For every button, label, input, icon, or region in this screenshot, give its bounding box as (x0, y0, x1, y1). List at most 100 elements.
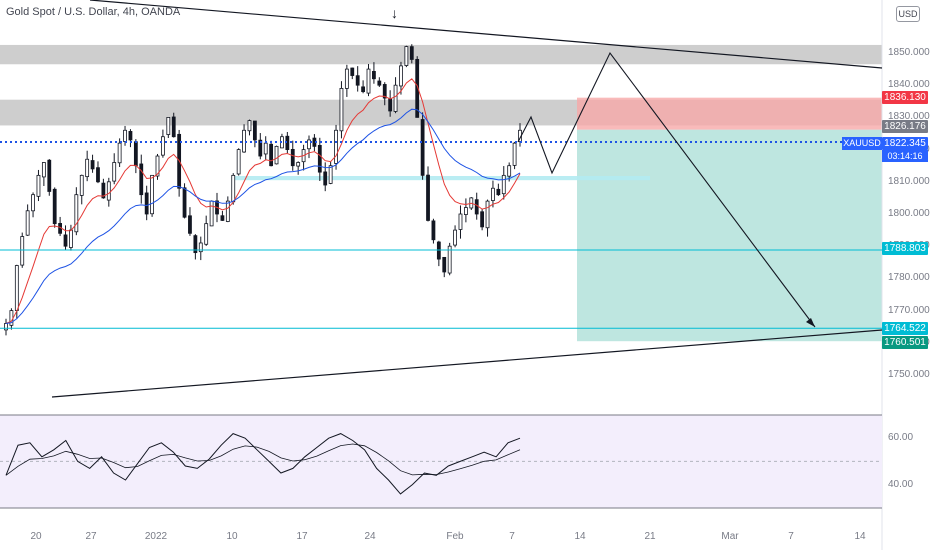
candle (41, 162, 46, 178)
candle (496, 188, 501, 196)
candle (409, 46, 414, 60)
candle (188, 215, 192, 234)
candle (447, 245, 452, 274)
candle (377, 80, 382, 86)
x-tick-label: 24 (364, 531, 376, 542)
x-tick-label: 14 (854, 531, 866, 542)
candle (4, 323, 8, 331)
candle (123, 129, 127, 142)
candle (399, 65, 403, 87)
candle (133, 141, 138, 167)
candle (171, 116, 176, 138)
candle (355, 75, 360, 86)
candle (269, 143, 274, 167)
candle (372, 71, 376, 80)
candle (501, 174, 506, 195)
candle (139, 163, 144, 196)
candle (507, 165, 512, 177)
candle (193, 235, 198, 254)
candle (79, 174, 84, 196)
x-tick-label: 2022 (144, 531, 168, 542)
y-tick-label: 1810.000 (888, 175, 930, 187)
candle (31, 194, 35, 212)
ema-slow-line (5, 108, 521, 324)
candle (323, 171, 328, 186)
candle (36, 174, 41, 197)
symbol-label: XAUUSD (842, 137, 882, 150)
x-tick-label: 7 (509, 531, 515, 542)
projection-path (517, 51, 816, 328)
candle (96, 167, 100, 183)
candle (204, 223, 209, 245)
candle (90, 160, 95, 170)
x-tick-label: 20 (30, 531, 42, 542)
candle (144, 192, 149, 215)
x-tick-label: Feb (446, 531, 464, 542)
candle (361, 86, 365, 93)
rsi-tick-label: 60.00 (888, 432, 914, 444)
candle (258, 139, 263, 157)
rsi-tick-label: 40.00 (888, 478, 914, 490)
support-zone (232, 176, 650, 181)
candle (69, 229, 73, 248)
candle (106, 181, 111, 201)
candle (431, 220, 436, 241)
candle (290, 149, 295, 167)
resistance-zone-0 (0, 44, 882, 65)
candle (388, 98, 393, 112)
support-price-label: 1788.803 (882, 242, 928, 255)
x-tick-label: 17 (296, 531, 308, 542)
y-tick-label: 1840.000 (888, 79, 930, 91)
candle (366, 68, 371, 94)
candle (220, 215, 225, 221)
candle (453, 229, 457, 246)
stop-price-label: 1836.130 (882, 91, 928, 104)
x-tick-label: 10 (226, 531, 238, 542)
candle-countdown: 03:14:16 (882, 150, 928, 162)
y-tick-label: 1750.000 (888, 369, 930, 380)
x-tick-label: Mar (721, 531, 739, 542)
candle (128, 131, 133, 141)
candle (25, 210, 30, 236)
currency-button[interactable]: USD (896, 6, 920, 22)
candle (85, 158, 90, 178)
x-tick-label: 7 (788, 531, 794, 542)
candle (442, 256, 447, 273)
candle (263, 142, 268, 155)
candle (458, 213, 463, 230)
target-price-label: 1764.522 (882, 322, 928, 335)
rsi-signal-line (5, 443, 521, 476)
candle (512, 142, 517, 166)
candle (344, 68, 349, 89)
candle (296, 162, 301, 167)
candle (247, 120, 252, 132)
candle (231, 174, 236, 203)
y-tick-label: 1770.000 (888, 304, 930, 316)
candle (274, 145, 279, 165)
candle (404, 46, 409, 66)
candle (334, 129, 338, 164)
candle (225, 200, 230, 222)
lower-trendline (51, 329, 883, 398)
candle (52, 188, 57, 225)
candle (480, 211, 485, 228)
y-tick-label: 1780.000 (888, 272, 930, 284)
ema-fast-line (5, 78, 521, 324)
candle (47, 159, 52, 192)
candle (74, 194, 79, 233)
candle (161, 136, 165, 156)
candle (382, 84, 387, 99)
candle (166, 117, 171, 135)
candle (491, 187, 495, 201)
candle (463, 207, 468, 215)
x-tick-label: 27 (85, 531, 97, 542)
candle (182, 187, 187, 218)
candle (112, 162, 117, 182)
candle (485, 200, 490, 229)
resistance-price-label: 1826.176 (882, 120, 928, 133)
candle (474, 199, 479, 215)
candle (14, 265, 19, 311)
x-tick-label: 14 (574, 531, 586, 542)
y-tick-label: 1850.000 (888, 47, 930, 58)
